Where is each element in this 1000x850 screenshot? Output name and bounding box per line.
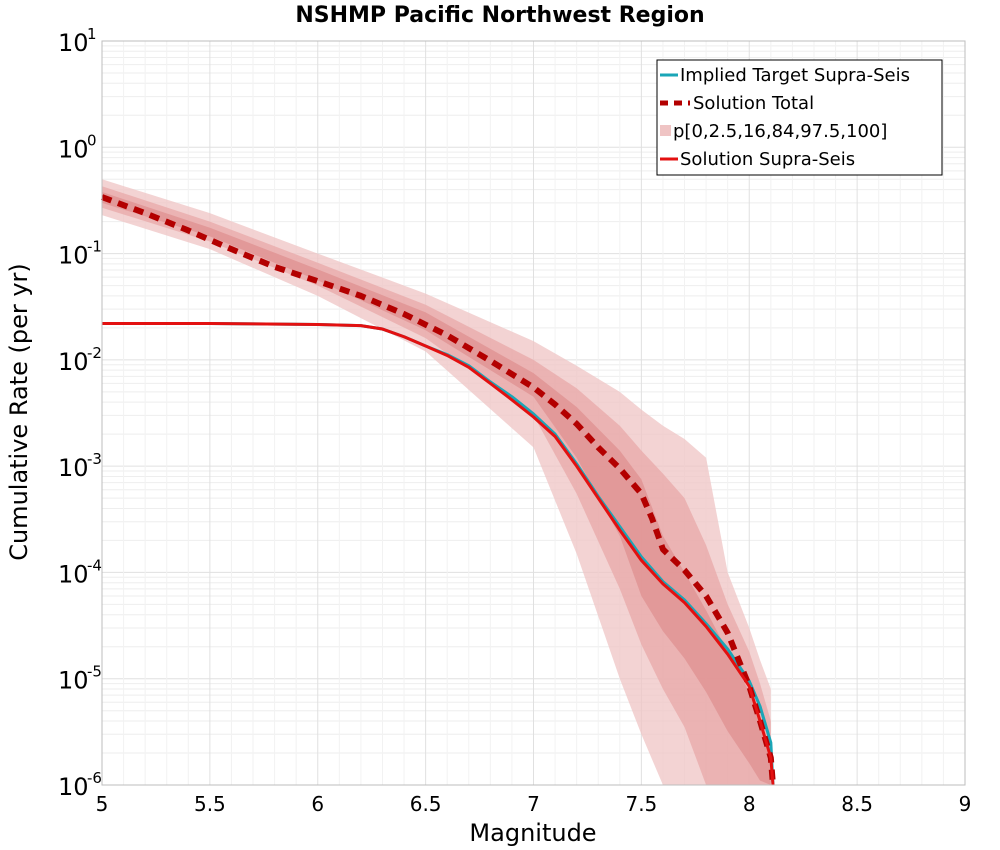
y-tick-exponent: -3 xyxy=(87,450,102,468)
x-tick-label: 9 xyxy=(959,792,972,816)
x-tick-label: 8 xyxy=(743,792,756,816)
x-axis-ticks: 5 5.5 6 6.5 7 7.5 8 8.5 9 xyxy=(96,792,972,816)
y-tick-base: 10 xyxy=(58,667,89,695)
x-tick-label: 6 xyxy=(311,792,324,816)
y-tick-label: 10-6 xyxy=(58,769,102,801)
legend: Implied Target Supra-Seis Solution Total… xyxy=(656,59,943,176)
plot-frame xyxy=(101,40,966,786)
y-tick-label: 10-2 xyxy=(58,344,102,376)
y-tick-label: 10-3 xyxy=(58,450,102,482)
x-tick-label: 8.5 xyxy=(841,792,873,816)
y-tick-label: 10-5 xyxy=(58,663,102,695)
y-tick-exponent: 1 xyxy=(87,25,97,43)
y-tick-base: 10 xyxy=(58,29,89,57)
y-tick-exponent: -1 xyxy=(87,238,102,256)
x-tick-label: 6.5 xyxy=(410,792,442,816)
y-tick-base: 10 xyxy=(58,454,89,482)
y-tick-base: 10 xyxy=(58,135,89,163)
legend-label-bands: p[0,2.5,16,84,97.5,100] xyxy=(673,121,887,142)
y-tick-exponent: -5 xyxy=(87,663,102,681)
chart-title: NSHMP Pacific Northwest Region xyxy=(295,3,704,28)
solution-total-line xyxy=(100,194,776,786)
legend-label-supra-seis: Solution Supra-Seis xyxy=(680,149,855,170)
y-tick-label: 101 xyxy=(58,25,97,57)
legend-label-solution-total: Solution Total xyxy=(693,93,814,114)
series-lines xyxy=(100,194,776,786)
legend-box xyxy=(656,59,943,176)
y-tick-exponent: -2 xyxy=(87,344,102,362)
x-tick-label: 7.5 xyxy=(625,792,657,816)
y-axis-label: Cumulative Rate (per yr) xyxy=(5,263,33,561)
x-tick-label: 5.5 xyxy=(194,792,226,816)
y-tick-base: 10 xyxy=(58,560,89,588)
y-tick-base: 10 xyxy=(58,348,89,376)
y-tick-label: 10-4 xyxy=(58,556,102,588)
y-tick-base: 10 xyxy=(58,773,89,801)
y-tick-exponent: -6 xyxy=(87,769,102,787)
legend-swatch-bands xyxy=(660,125,671,136)
x-tick-label: 7 xyxy=(527,792,540,816)
legend-label-target: Implied Target Supra-Seis xyxy=(680,65,910,86)
y-tick-base: 10 xyxy=(58,242,89,270)
y-tick-exponent: -4 xyxy=(87,556,102,574)
y-tick-label: 100 xyxy=(58,131,97,163)
x-axis-label: Magnitude xyxy=(469,819,596,847)
y-tick-label: 10-1 xyxy=(58,238,102,270)
x-tick-label: 5 xyxy=(96,792,109,816)
solution-supra-seis-line xyxy=(102,321,775,786)
y-tick-exponent: 0 xyxy=(87,131,97,149)
